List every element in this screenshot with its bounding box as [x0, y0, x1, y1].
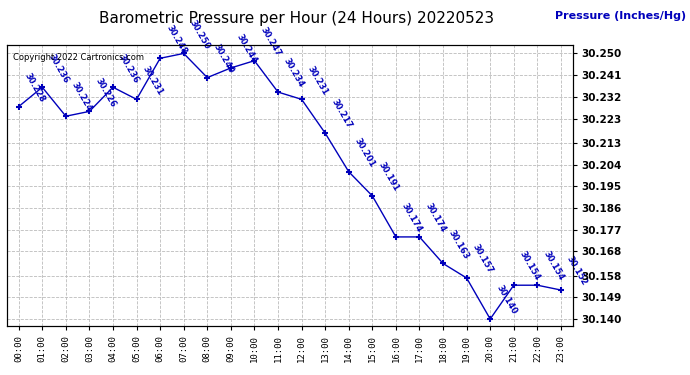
Text: 30.240: 30.240: [211, 42, 235, 75]
Text: 30.231: 30.231: [141, 64, 165, 96]
Text: Pressure (Inches/Hg): Pressure (Inches/Hg): [555, 11, 687, 21]
Text: 30.157: 30.157: [471, 243, 495, 275]
Text: 30.234: 30.234: [282, 57, 306, 89]
Text: 30.163: 30.163: [447, 228, 471, 261]
Text: 30.236: 30.236: [117, 52, 141, 84]
Text: 30.247: 30.247: [259, 26, 282, 58]
Text: 30.154: 30.154: [542, 250, 566, 282]
Text: 30.226: 30.226: [94, 76, 117, 109]
Text: 30.152: 30.152: [565, 255, 589, 287]
Text: 30.224: 30.224: [70, 81, 94, 114]
Text: 30.250: 30.250: [188, 18, 212, 51]
Text: 30.217: 30.217: [329, 98, 353, 130]
Text: Copyright 2022 Cartronics.com: Copyright 2022 Cartronics.com: [12, 54, 144, 62]
Text: 30.174: 30.174: [400, 202, 424, 234]
Text: 30.236: 30.236: [46, 52, 70, 84]
Text: 30.154: 30.154: [518, 250, 542, 282]
Text: 30.174: 30.174: [424, 202, 448, 234]
Text: Barometric Pressure per Hour (24 Hours) 20220523: Barometric Pressure per Hour (24 Hours) …: [99, 11, 494, 26]
Text: 30.191: 30.191: [377, 160, 400, 193]
Text: 30.201: 30.201: [353, 136, 377, 169]
Text: 30.248: 30.248: [164, 23, 188, 56]
Text: 30.228: 30.228: [23, 71, 47, 104]
Text: 30.140: 30.140: [494, 284, 518, 316]
Text: 30.231: 30.231: [306, 64, 330, 96]
Text: 30.244: 30.244: [235, 33, 259, 65]
